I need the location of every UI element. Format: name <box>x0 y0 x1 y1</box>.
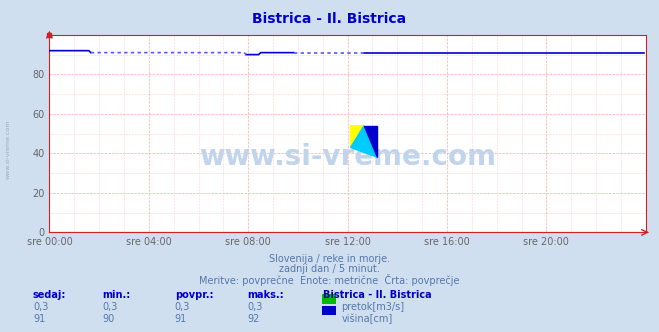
Text: 91: 91 <box>175 314 187 324</box>
Text: 92: 92 <box>247 314 260 324</box>
Text: 91: 91 <box>33 314 45 324</box>
Text: Bistrica - Il. Bistrica: Bistrica - Il. Bistrica <box>323 290 432 299</box>
Text: 0,3: 0,3 <box>175 302 190 312</box>
Text: www.si-vreme.com: www.si-vreme.com <box>5 120 11 179</box>
Text: maks.:: maks.: <box>247 290 284 299</box>
Text: 90: 90 <box>102 314 115 324</box>
Text: sedaj:: sedaj: <box>33 290 67 299</box>
Text: 0,3: 0,3 <box>33 302 48 312</box>
Text: višina[cm]: višina[cm] <box>341 314 393 324</box>
Text: pretok[m3/s]: pretok[m3/s] <box>341 302 405 312</box>
Text: 0,3: 0,3 <box>102 302 117 312</box>
Text: Meritve: povprečne  Enote: metrične  Črta: povprečje: Meritve: povprečne Enote: metrične Črta:… <box>199 274 460 286</box>
Polygon shape <box>364 126 378 157</box>
Text: Slovenija / reke in morje.: Slovenija / reke in morje. <box>269 254 390 264</box>
Polygon shape <box>351 126 378 157</box>
Text: 0,3: 0,3 <box>247 302 262 312</box>
Text: zadnji dan / 5 minut.: zadnji dan / 5 minut. <box>279 264 380 274</box>
Text: min.:: min.: <box>102 290 130 299</box>
Text: www.si-vreme.com: www.si-vreme.com <box>199 143 496 171</box>
Text: Bistrica - Il. Bistrica: Bistrica - Il. Bistrica <box>252 12 407 26</box>
Polygon shape <box>351 126 364 147</box>
Text: povpr.:: povpr.: <box>175 290 213 299</box>
